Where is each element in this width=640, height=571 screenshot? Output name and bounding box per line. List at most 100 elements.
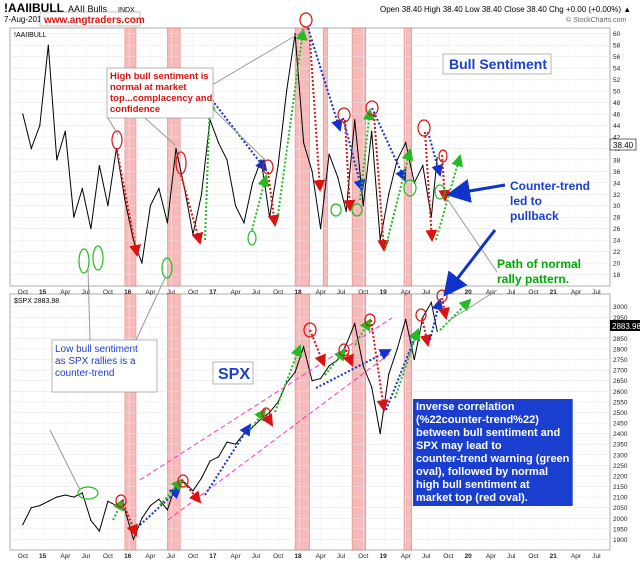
bull-sentiment-title-box — [442, 53, 552, 75]
x-tick-label: Apr — [60, 553, 71, 560]
y-tick-label: 26 — [613, 226, 621, 233]
sentiment-data-point — [226, 159, 228, 161]
top-y-axis: 1820222426283032343638404244464850525456… — [613, 31, 621, 279]
high-sentiment-box — [106, 67, 214, 119]
x-tick-label: Apr — [486, 553, 497, 560]
x-tick-label: Apr — [316, 553, 327, 560]
sentiment-data-point — [320, 228, 322, 230]
spx-data-point — [39, 504, 41, 507]
red-oval — [299, 12, 313, 28]
pullback-arrow — [443, 229, 497, 297]
spx-data-point — [175, 483, 177, 486]
spx-data-point — [260, 418, 262, 420]
y-tick-label: 2250 — [613, 463, 628, 470]
spx-data-point — [73, 496, 75, 498]
sentiment-data-point — [149, 205, 152, 207]
y-tick-label: 2300 — [613, 452, 628, 459]
y-tick-label: 56 — [613, 54, 621, 61]
spx-data-point — [354, 323, 356, 325]
x-tick-label: Apr — [316, 289, 327, 296]
sentiment-data-point — [251, 182, 254, 184]
sentiment-data-point — [362, 205, 364, 207]
sentiment-data-point — [200, 193, 203, 195]
spx-data-point — [277, 401, 279, 403]
y-tick-label: 60 — [613, 31, 621, 38]
callout-pointer-line — [447, 199, 498, 273]
y-tick-label: 2150 — [613, 484, 628, 491]
y-tick-label: 30 — [613, 203, 621, 210]
sentiment-data-point — [234, 205, 237, 207]
y-tick-label: 2600 — [613, 389, 628, 396]
spx-line-group — [22, 301, 438, 541]
y-tick-label: 46 — [613, 112, 621, 119]
blue-arrow — [139, 486, 182, 526]
red-arrow — [342, 349, 354, 367]
green-oval — [161, 257, 173, 279]
sentiment-data-point — [47, 44, 49, 46]
y-tick-label: 2450 — [613, 421, 628, 428]
y-tick-label: 2700 — [613, 368, 628, 375]
x-tick-label: Apr — [145, 289, 156, 296]
x-tick-label: Oct — [273, 289, 283, 296]
spx-data-point — [30, 507, 32, 509]
x-tick-label: Jul — [167, 553, 176, 560]
x-tick-label: 17 — [209, 553, 217, 560]
spx-data-point — [371, 386, 373, 388]
x-tick-label: Jul — [252, 553, 261, 560]
bottom-panel-frame — [9, 293, 611, 551]
bottom-x-axis: Oct 15 Apr Jul Oct 16 Apr Jul Oct 17 Apr Jul Oct 18 Ap… — [18, 553, 601, 560]
red-arrow — [261, 413, 274, 427]
spx-title: SPX — [218, 366, 250, 383]
x-tick-label: Oct — [18, 289, 28, 296]
top-x-axis: Oct 15 Apr Jul Oct 16 Apr Jul Oct 17 Apr Jul Oct 18 Ap… — [18, 289, 601, 296]
highlight-band — [124, 293, 137, 551]
x-tick-label: Jul — [82, 553, 91, 560]
low-sentiment-box — [51, 339, 158, 393]
header-name: AAII Bulls — [68, 4, 108, 14]
green-oval — [247, 230, 257, 246]
highlight-band — [351, 27, 367, 287]
green-oval — [92, 245, 104, 271]
sentiment-data-point — [166, 222, 169, 224]
x-tick-label: Oct — [188, 289, 198, 296]
highlight-band — [351, 293, 367, 551]
y-tick-label: 24 — [613, 238, 621, 245]
blue-arrow — [315, 349, 392, 389]
spx-data-point — [98, 530, 100, 532]
red-oval — [177, 474, 189, 488]
y-tick-label: 2500 — [613, 410, 628, 417]
green-arrow — [439, 298, 472, 331]
blue-arrow — [307, 27, 343, 132]
top-last-value: 38.40 — [613, 141, 634, 150]
green-arrow — [384, 148, 414, 251]
sentiment-data-point — [337, 176, 339, 178]
red-oval — [175, 151, 187, 175]
y-tick-label: 2800 — [613, 347, 628, 354]
spx-data-point — [90, 519, 92, 521]
header-date: 7-Aug-2019 — [4, 15, 46, 24]
sentiment-data-point — [260, 159, 262, 161]
x-tick-label: 21 — [550, 289, 558, 296]
sentiment-data-point — [158, 187, 160, 190]
y-tick-label: 1900 — [613, 537, 628, 544]
highlight-band — [167, 293, 181, 551]
x-tick-label: Apr — [231, 553, 242, 560]
sentiment-data-point — [56, 159, 58, 161]
website-box — [39, 11, 141, 27]
x-tick-label: Apr — [401, 553, 412, 560]
spx-data-point — [209, 460, 211, 462]
highlight-band — [294, 27, 310, 287]
blue-arrow — [371, 107, 407, 182]
x-tick-label: Apr — [145, 553, 156, 560]
x-tick-label: 20 — [465, 289, 473, 296]
sentiment-data-point — [217, 142, 220, 144]
red-arrow — [419, 317, 432, 347]
spx-data-point — [192, 490, 194, 492]
x-tick-label: Jul — [167, 289, 176, 296]
spx-data-point — [132, 538, 135, 541]
green-arrow — [277, 28, 308, 216]
sentiment-line-group — [22, 33, 438, 264]
bottom-y-axis: 1900 1950 2000 2050 2100 2150 2200 2250 2300 2350… — [613, 304, 628, 544]
x-tick-label: Jul — [507, 289, 516, 296]
sentiment-data-point — [30, 147, 32, 149]
